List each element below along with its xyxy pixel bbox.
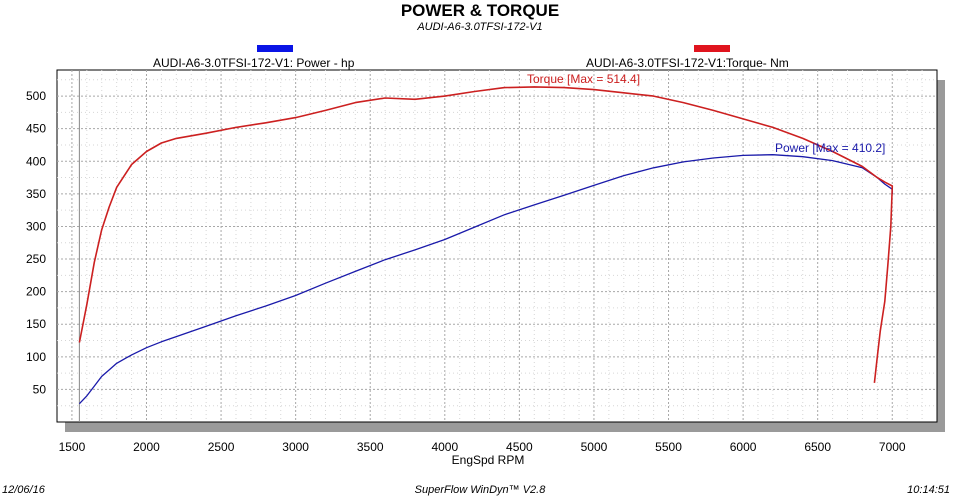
x-tick-label: 2000 [133,440,160,454]
plot-area [56,69,938,423]
legend-label-power: AUDI-A6-3.0TFSI-172-V1: Power - hp [153,56,355,70]
y-tick-label: 350 [26,187,46,201]
power-line [78,154,893,405]
x-tick-label: 5000 [581,440,608,454]
x-tick-label: 6000 [730,440,757,454]
power-max-annotation: Power [Max = 410.2] [775,141,885,155]
x-tick-label: 3500 [357,440,384,454]
x-tick-label: 2500 [208,440,235,454]
torque-line [78,86,894,383]
footer-time: 10:14:51 [907,484,950,496]
x-tick-label: 6500 [804,440,831,454]
footer-software: SuperFlow WinDyn™ V2.8 [414,484,546,496]
y-tick-label: 50 [33,382,47,396]
chart-title: POWER & TORQUE [400,1,560,20]
axis-ticks: 1500 2000 2500 3000 3500 4000 4500 5000 5500 6000… [26,89,906,454]
x-tick-label: 5500 [655,440,682,454]
y-tick-label: 150 [26,317,46,331]
x-tick-label: 4500 [506,440,533,454]
y-tick-label: 500 [26,89,46,103]
y-tick-label: 450 [26,122,46,136]
series-lines [78,86,894,405]
grid [57,70,937,422]
legend-label-torque: AUDI-A6-3.0TFSI-172-V1:Torque- Nm [586,56,789,70]
y-tick-label: 200 [26,285,46,299]
legend-swatch-torque [694,45,730,52]
chart-subtitle: AUDI-A6-3.0TFSI-172-V1 [417,21,543,33]
x-axis-label: EngSpd RPM [452,453,525,467]
torque-max-annotation: Torque [Max = 514.4] [527,72,640,86]
y-tick-label: 400 [26,154,46,168]
y-tick-label: 100 [26,350,46,364]
footer-date: 12/06/16 [2,484,45,496]
x-tick-label: 1500 [59,440,86,454]
y-tick-label: 250 [26,252,46,266]
y-tick-label: 300 [26,219,46,233]
legend-swatch-power [257,45,293,52]
x-tick-label: 4000 [431,440,458,454]
x-tick-label: 3000 [282,440,309,454]
x-tick-label: 7000 [879,440,906,454]
